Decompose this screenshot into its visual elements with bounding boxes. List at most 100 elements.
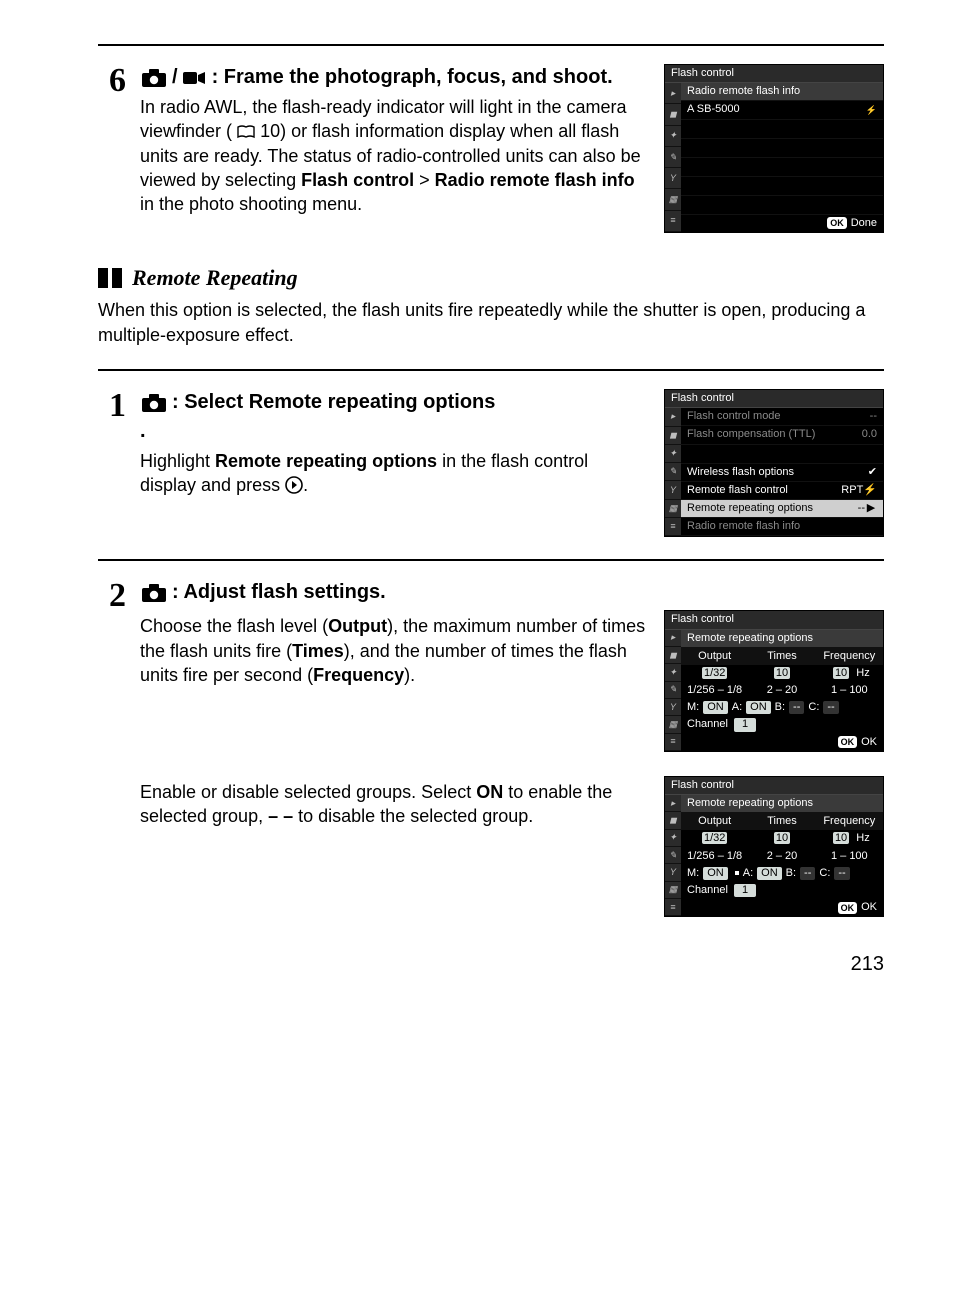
group-c: --: [823, 701, 838, 714]
book-icon: [237, 125, 255, 139]
step-2-heading-text: : Adjust flash settings.: [172, 579, 386, 606]
step-number: 6: [98, 64, 126, 98]
menu-row: Remote flash control RPT⚡: [681, 482, 883, 500]
manual-page: 6 / : Frame the photograph, focus, and s…: [0, 0, 954, 1026]
footer-text: OK: [861, 901, 877, 914]
rule: [98, 559, 884, 561]
repeating-table-range: 1/256 – 1/82 – 201 – 100: [681, 848, 883, 865]
group-b: --: [789, 701, 804, 714]
step-1-heading: : Select Remote repeating options: [140, 389, 646, 416]
menu-sidebar: ▸◼✦✎Y▦≡: [665, 83, 681, 232]
slash: /: [172, 64, 178, 91]
group-a: ON: [757, 867, 782, 880]
value-frequency: 10: [833, 832, 849, 844]
rule-top: [98, 44, 884, 46]
page-number: 213: [98, 951, 884, 978]
step-2-paragraph-1: Choose the flash level (Output), the max…: [140, 614, 646, 687]
step-6: 6 / : Frame the photograph, focus, and s…: [98, 64, 884, 233]
text: >: [419, 170, 435, 190]
menu-row-label: Flash compensation (TTL): [687, 428, 815, 441]
text-radio-remote: Radio remote flash info: [435, 170, 635, 190]
ok-badge: OK: [827, 217, 847, 229]
menu-footer: OK Done: [681, 215, 883, 232]
menu-footer: OKOK: [681, 899, 883, 916]
menu-footer: OKOK: [681, 734, 883, 751]
menu-row-value: ✔: [868, 466, 877, 479]
repeating-table-values: 1/321010 Hz: [681, 830, 883, 847]
repeating-table-range: 1/256 – 1/82 – 201 – 100: [681, 682, 883, 699]
repeating-table: OutputTimesFrequency1/321010 Hz1/256 – 1…: [681, 813, 883, 865]
menu-row-empty: [681, 196, 883, 215]
menu-title: Flash control: [665, 390, 883, 408]
step-1-heading-cont: .: [140, 418, 646, 445]
menu-screenshot-repeating: Flash control▸◼✦✎Y▦≡Remote repeating opt…: [664, 776, 884, 918]
group-m: ON: [703, 867, 728, 880]
group-b: --: [800, 867, 815, 880]
camera-icon: [140, 393, 168, 413]
menu-row-empty: [681, 139, 883, 158]
channel-value: 1: [734, 884, 756, 897]
menu-row-empty: [681, 120, 883, 139]
chevron-right-icon: ▶: [865, 502, 877, 515]
menu-row-value: --: [870, 410, 877, 423]
menu-screenshot-a: Flash control ▸◼✦✎Y▦≡ Radio remote flash…: [664, 64, 884, 233]
menu-row: A SB-5000⚡: [681, 101, 883, 119]
menu-row: Flash control mode --: [681, 408, 883, 426]
group-m: ON: [703, 701, 728, 714]
menu-row-label: Remote flash control: [687, 484, 788, 497]
rule: [98, 369, 884, 371]
value-times: 10: [774, 832, 790, 844]
repeating-table: OutputTimesFrequency1/321010 Hz1/256 – 1…: [681, 648, 883, 700]
menu-subtitle: Radio remote flash info: [681, 83, 883, 101]
step-6-heading: / : Frame the photograph, focus, and sho…: [140, 64, 646, 91]
value-times: 10: [774, 667, 790, 679]
section-description: When this option is selected, the flash …: [98, 298, 884, 347]
ok-badge: OK: [838, 736, 858, 748]
menu-row-empty: [681, 158, 883, 177]
flash-ready-icon: ⚡: [866, 105, 877, 116]
menu-row-value: RPT⚡: [841, 484, 877, 497]
step-6-paragraph: In radio AWL, the flash-ready indicator …: [140, 95, 646, 216]
menu-sidebar: ▸◼✦✎Y▦≡: [665, 630, 681, 751]
group-row: M:ON A:ON B:-- C:--: [681, 865, 883, 882]
section-remote-repeating-title: Remote Repeating: [98, 263, 884, 293]
menu-row-value: 0.0: [862, 428, 877, 441]
footer-text: Done: [851, 217, 877, 230]
menu-row-label: Wireless flash options: [687, 466, 794, 479]
menu-sidebar: ▸◼✦✎Y▦≡: [665, 795, 681, 916]
menu-row-label: Radio remote flash info: [687, 520, 800, 533]
text-flash-control: Flash control: [301, 170, 414, 190]
menu-row: Remote repeating options--▶: [681, 500, 883, 518]
group-c: --: [834, 867, 849, 880]
menu-screenshot-b: Flash control ▸◼✦✎Y▦≡ Flash control mode…: [664, 389, 884, 537]
menu-subtitle: Remote repeating options: [681, 630, 883, 648]
channel-row: Channel1: [681, 716, 883, 733]
step-2: 2 : Adjust flash settings. Choose the fl…: [98, 579, 884, 917]
video-icon: [182, 69, 206, 87]
menu-sidebar: ▸◼✦✎Y▦≡: [665, 408, 681, 536]
step-1-paragraph: Highlight Remote repeating options in th…: [140, 449, 646, 498]
menu-row-empty: [681, 445, 883, 464]
step-number: 2: [98, 579, 126, 613]
section-marker-icon: [98, 268, 122, 288]
step-1: 1 : Select Remote repeating options . Hi…: [98, 389, 884, 537]
group-row: M:ON A:ON B:-- C:--: [681, 699, 883, 716]
cursor-icon: [735, 871, 739, 875]
footer-text: OK: [861, 736, 877, 749]
value-frequency: 10: [833, 667, 849, 679]
menu-row-label: Flash control mode: [687, 410, 781, 423]
step-2-paragraph-2: Enable or disable selected groups. Selec…: [140, 780, 646, 829]
step-2-heading: : Adjust flash settings.: [140, 579, 884, 606]
channel-value: 1: [734, 718, 756, 731]
step-number: 1: [98, 389, 126, 423]
dpad-right-icon: [285, 476, 303, 494]
camera-icon: [140, 68, 168, 88]
value-output: 1/32: [702, 667, 727, 679]
menu-title: Flash control: [665, 65, 883, 83]
step-6-body: / : Frame the photograph, focus, and sho…: [140, 64, 884, 233]
menu-row: Flash compensation (TTL) 0.0: [681, 426, 883, 444]
section-title-text: Remote Repeating: [132, 263, 298, 293]
value-output: 1/32: [702, 832, 727, 844]
repeating-table-values: 1/321010 Hz: [681, 665, 883, 682]
menu-title: Flash control: [665, 611, 883, 629]
